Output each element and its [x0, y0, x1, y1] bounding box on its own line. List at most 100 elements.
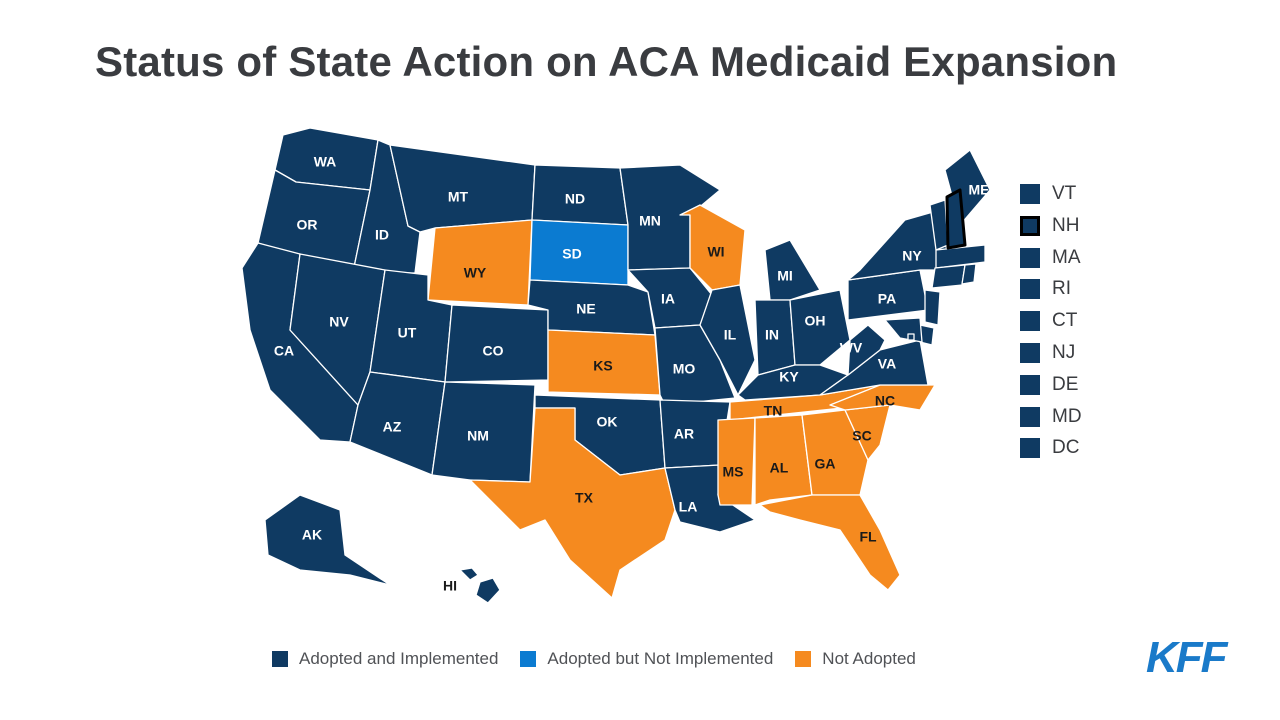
state-label-oh: OH: [805, 313, 826, 329]
small-state-md[interactable]: MD: [1020, 405, 1082, 429]
states-layer: [241, 127, 991, 604]
small-state-abbr: MD: [1052, 405, 1082, 427]
state-label-ca: CA: [274, 343, 294, 359]
state-label-ak: AK: [302, 527, 322, 543]
state-label-ne: NE: [576, 301, 595, 317]
state-label-ny: NY: [902, 248, 922, 264]
state-label-ga: GA: [815, 456, 836, 472]
state-label-nc: NC: [875, 393, 895, 409]
small-state-abbr: DC: [1052, 437, 1080, 459]
state-label-id: ID: [375, 227, 389, 243]
small-state-vt[interactable]: VT: [1020, 182, 1076, 206]
state-label-hi: HI: [443, 578, 457, 594]
state-ky[interactable]: [737, 364, 849, 401]
state-label-pa: PA: [878, 291, 896, 307]
legend-item-adopted-not-implemented: Adopted but Not Implemented: [520, 649, 773, 669]
small-state-ri[interactable]: RI: [1020, 277, 1071, 301]
state-ct[interactable]: [931, 264, 966, 289]
kff-logo: KFF: [1146, 633, 1228, 682]
state-az[interactable]: [349, 371, 446, 476]
state-label-ia: IA: [661, 291, 675, 307]
state-label-il: IL: [724, 327, 737, 343]
state-label-nm: NM: [467, 428, 489, 444]
state-oh[interactable]: [789, 289, 851, 366]
state-hi[interactable]: [459, 567, 501, 604]
small-state-swatch: [1020, 215, 1040, 236]
small-state-abbr: VT: [1052, 183, 1077, 204]
small-state-abbr: MA: [1052, 246, 1081, 268]
state-label-mo: MO: [673, 361, 696, 377]
small-state-swatch: [1020, 438, 1040, 459]
state-label-wa: WA: [314, 154, 337, 170]
state-label-fl: FL: [859, 529, 877, 545]
legend-label: Adopted but Not Implemented: [547, 649, 774, 668]
state-label-ks: KS: [593, 358, 612, 374]
state-label-mi: MI: [777, 268, 793, 284]
state-ms[interactable]: [717, 417, 756, 506]
state-label-ky: KY: [779, 369, 799, 385]
small-state-dc[interactable]: DC: [1020, 436, 1079, 460]
state-wv[interactable]: [847, 324, 886, 376]
state-label-sd: SD: [562, 246, 581, 262]
state-label-nv: NV: [329, 314, 349, 330]
state-mi[interactable]: [764, 239, 821, 301]
legend-label: Adopted and Implemented: [299, 649, 499, 668]
legend-item-not-adopted: Not Adopted: [795, 649, 916, 669]
state-label-wy: WY: [464, 265, 487, 281]
state-label-az: AZ: [383, 419, 402, 435]
state-label-me: ME: [969, 182, 990, 198]
state-label-ut: UT: [398, 325, 417, 341]
small-state-abbr: RI: [1052, 278, 1071, 300]
state-nh-highlighted[interactable]: [945, 188, 967, 250]
labels-layer: WA OR CA ID NV MT WY UT AZ CO NM ND SD NE KS OK TX MN IA MO…: [274, 154, 990, 594]
small-state-swatch: [1020, 184, 1040, 204]
map-legend: Adopted and Implemented Adopted but Not I…: [272, 649, 938, 669]
state-label-tx: TX: [575, 490, 594, 506]
small-state-ma[interactable]: MA: [1020, 246, 1081, 270]
state-label-ms: MS: [723, 464, 744, 480]
state-label-tn: TN: [764, 403, 783, 419]
state-ak[interactable]: [264, 494, 391, 586]
small-state-abbr: NJ: [1052, 342, 1076, 363]
small-state-swatch: [1020, 279, 1040, 300]
small-state-abbr: CT: [1052, 310, 1078, 332]
state-nj[interactable]: [924, 289, 941, 326]
state-label-mn: MN: [639, 213, 661, 229]
state-dc[interactable]: [907, 333, 915, 341]
state-label-al: AL: [770, 460, 789, 476]
state-ri[interactable]: [961, 263, 977, 285]
small-state-swatch: [1020, 374, 1040, 395]
state-label-in: IN: [765, 327, 779, 343]
small-state-swatch: [1020, 406, 1040, 427]
small-state-swatch: [1020, 311, 1040, 332]
small-state-de[interactable]: DE: [1020, 373, 1078, 397]
small-state-ct[interactable]: CT: [1020, 309, 1077, 333]
state-ma[interactable]: [935, 244, 986, 269]
legend-item-adopted-implemented: Adopted and Implemented: [272, 649, 498, 669]
state-label-va: VA: [878, 356, 896, 372]
state-md[interactable]: [884, 317, 923, 343]
state-label-nd: ND: [565, 191, 585, 207]
legend-swatch: [272, 651, 288, 667]
small-state-abbr: DE: [1052, 373, 1079, 395]
state-al[interactable]: [754, 414, 813, 506]
legend-label: Not Adopted: [822, 649, 916, 668]
small-state-swatch: [1020, 247, 1040, 268]
page-title: Status of State Action on ACA Medicaid E…: [95, 38, 1118, 85]
state-label-or: OR: [297, 217, 318, 233]
state-label-co: CO: [483, 343, 504, 359]
state-label-ok: OK: [597, 414, 618, 430]
state-label-la: LA: [679, 499, 698, 515]
state-label-wi: WI: [707, 244, 724, 260]
legend-swatch: [520, 651, 537, 667]
state-label-sc: SC: [852, 428, 871, 444]
state-fl[interactable]: [759, 494, 901, 591]
state-ga[interactable]: [801, 409, 869, 496]
small-state-nj[interactable]: NJ: [1020, 341, 1075, 365]
state-label-mt: MT: [448, 189, 469, 205]
small-state-nh[interactable]: NH: [1020, 214, 1079, 238]
state-wy[interactable]: [427, 219, 533, 306]
small-state-abbr: NH: [1052, 214, 1080, 236]
state-label-ar: AR: [674, 426, 694, 442]
